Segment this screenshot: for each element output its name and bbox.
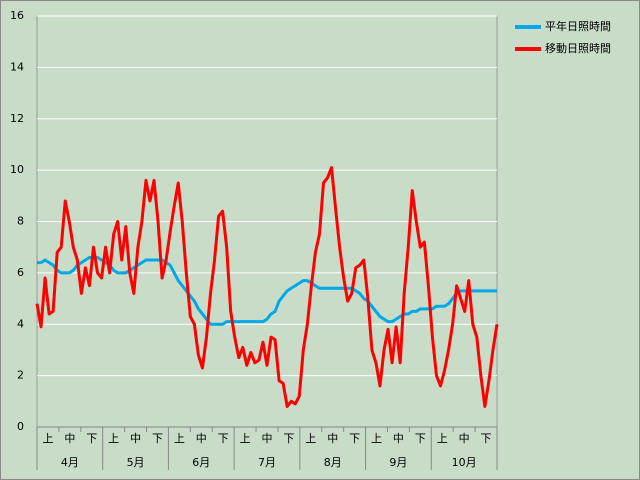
x-tick-label: 上: [371, 432, 382, 445]
x-tick-label: 下: [481, 432, 492, 445]
x-tick-label: 中: [262, 432, 273, 445]
x-tick-label: 下: [415, 432, 426, 445]
x-group-label: 4月: [61, 456, 79, 469]
y-tick-label: 2: [17, 369, 24, 382]
x-group-label: 6月: [192, 456, 210, 469]
x-group-label: 5月: [127, 456, 145, 469]
x-tick-label: 下: [283, 432, 294, 445]
x-tick-label: 中: [196, 432, 207, 445]
x-tick-label: 上: [42, 432, 53, 445]
y-tick-label: 12: [10, 112, 24, 125]
legend-label: 平年日照時間: [545, 19, 611, 33]
x-tick-label: 上: [305, 432, 316, 445]
x-tick-label: 中: [64, 432, 75, 445]
y-tick-label: 0: [17, 420, 24, 433]
x-tick-label: 下: [86, 432, 97, 445]
x-tick-label: 下: [218, 432, 229, 445]
series-line: [35, 166, 499, 408]
x-tick-label: 中: [459, 432, 470, 445]
x-tick-label: 上: [174, 432, 185, 445]
x-group-label: 9月: [389, 456, 407, 469]
x-group-label: 7月: [258, 456, 276, 469]
x-tick-label: 下: [349, 432, 360, 445]
y-tick-label: 4: [17, 317, 24, 330]
x-tick-label: 中: [327, 432, 338, 445]
x-tick-label: 上: [108, 432, 119, 445]
legend-label: 移動日照時間: [545, 41, 611, 55]
x-tick-label: 上: [437, 432, 448, 445]
x-group-label: 10月: [452, 456, 477, 469]
x-group-label: 8月: [324, 456, 342, 469]
y-tick-label: 10: [10, 163, 24, 176]
x-tick-label: 下: [152, 432, 163, 445]
y-tick-label: 8: [17, 215, 24, 228]
y-tick-label: 14: [10, 60, 24, 73]
x-tick-label: 中: [393, 432, 404, 445]
x-tick-label: 中: [130, 432, 141, 445]
series-line: [37, 255, 497, 326]
x-tick-label: 上: [240, 432, 251, 445]
y-tick-label: 16: [10, 9, 24, 22]
y-tick-label: 6: [17, 266, 24, 279]
